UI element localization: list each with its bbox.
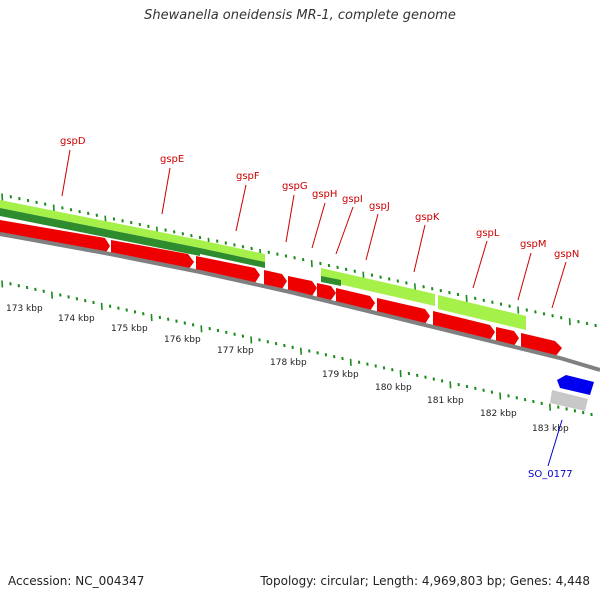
gene-leader-line — [235, 184, 247, 232]
gene-leader-line — [413, 224, 426, 273]
kbp-label: 174 kbp — [58, 314, 95, 324]
genome-backbone — [0, 232, 600, 372]
gene-leader-line — [551, 261, 567, 309]
gene-arrow-gspF — [196, 256, 260, 283]
cds-ribbon-light-right-1 — [321, 268, 435, 306]
gene-label-gspJ[interactable]: gspJ — [369, 201, 390, 212]
gene-label-gspE[interactable]: gspE — [160, 154, 184, 165]
genome-summary: Topology: circular; Length: 4,969,803 bp… — [260, 574, 590, 588]
upper-scale-ticks — [1, 193, 597, 328]
gene-leader-line — [547, 419, 563, 467]
gene-label-gspI[interactable]: gspI — [342, 194, 363, 205]
gene-arrow-gspL — [433, 311, 495, 340]
gene-leader-line — [61, 149, 71, 197]
gene-label-gspL[interactable]: gspL — [476, 228, 500, 239]
gene-arrow-gspK — [377, 298, 430, 324]
cds-ribbon-dark-right — [321, 276, 341, 286]
kbp-label: 173 kbp — [6, 304, 43, 314]
kbp-label: 178 kbp — [270, 358, 307, 368]
cds-ribbon-light-left — [0, 200, 265, 262]
kbp-label: 175 kbp — [111, 324, 148, 334]
kbp-label: 182 kbp — [480, 409, 517, 419]
cds-ribbon-light-right-2 — [438, 295, 526, 330]
cds-ribbon-dark-left — [0, 208, 200, 256]
gene-arrow-gspH — [288, 276, 317, 296]
gene-arrow-gspG — [264, 270, 287, 289]
gene-leader-line — [472, 240, 488, 289]
gene-arrow-SO_0177 — [550, 390, 588, 411]
genome-map: 173 kbp 174 kbp 175 kbp 176 kbp 177 kbp 178 k… — [0, 136, 600, 480]
lower-scale-ticks — [1, 280, 593, 417]
gene-leader-line — [285, 194, 295, 243]
gene-label-gspD[interactable]: gspD — [60, 136, 86, 147]
kbp-label: 180 kbp — [375, 383, 412, 393]
gene-arrow-gspM — [496, 327, 519, 346]
gene-arrow-gspI — [317, 283, 336, 300]
kbp-label: 176 kbp — [164, 335, 201, 345]
kbp-label: 181 kbp — [427, 396, 464, 406]
kbp-label: 183 kbp — [532, 424, 569, 434]
gene-label-gspG[interactable]: gspG — [282, 181, 308, 192]
gene-leader-line — [335, 206, 354, 255]
map-title: Shewanella oneidensis MR-1, complete gen… — [144, 8, 456, 23]
kbp-label: 179 kbp — [322, 370, 359, 380]
gene-labels: gspD gspE gspF gspG gspH gspI gspJ gspK gspL gspM… — [60, 136, 579, 480]
gene-arrow-gspD — [0, 220, 110, 254]
gene-leader-line — [161, 167, 171, 215]
kbp-labels: 173 kbp 174 kbp 175 kbp 176 kbp 177 kbp 178 k… — [6, 304, 569, 434]
gene-arrows — [0, 220, 594, 411]
gene-arrow-gspE — [111, 240, 194, 270]
cds-ribbon-dark-mid — [200, 248, 265, 268]
gene-arrow-reverse — [557, 375, 594, 395]
gene-label-gspK[interactable]: gspK — [415, 212, 440, 223]
gene-label-gspF[interactable]: gspF — [236, 171, 260, 182]
accession-label: Accession: NC_004347 — [8, 574, 145, 588]
gene-label-gspM[interactable]: gspM — [520, 239, 547, 250]
gene-label-gspH[interactable]: gspH — [312, 189, 337, 200]
kbp-label: 177 kbp — [217, 346, 254, 356]
gene-leader-line — [365, 213, 379, 261]
gene-leader-line — [311, 202, 326, 249]
gene-label-gspN[interactable]: gspN — [554, 249, 579, 260]
cds-ribbons — [0, 200, 526, 330]
gene-leader-line — [517, 252, 532, 301]
gene-label-SO_0177[interactable]: SO_0177 — [528, 469, 573, 480]
